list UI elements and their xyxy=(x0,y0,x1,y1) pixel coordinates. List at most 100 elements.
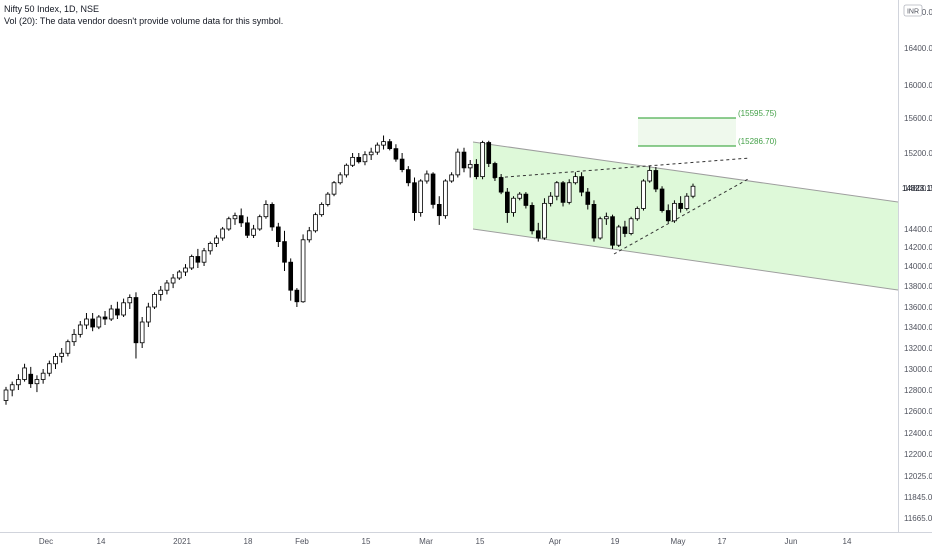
candle[interactable] xyxy=(90,313,95,332)
channel-lower-line[interactable] xyxy=(472,228,899,291)
candle[interactable] xyxy=(201,247,207,266)
candle[interactable] xyxy=(3,386,9,405)
triangle-support-line[interactable] xyxy=(613,177,751,255)
candle[interactable] xyxy=(306,226,312,243)
candle[interactable] xyxy=(238,208,244,227)
candle[interactable] xyxy=(560,181,566,207)
candle[interactable] xyxy=(47,360,52,377)
candle[interactable] xyxy=(678,196,683,213)
candle[interactable] xyxy=(517,192,523,201)
candle[interactable] xyxy=(319,202,324,217)
candle[interactable] xyxy=(356,153,362,164)
candle[interactable] xyxy=(269,202,275,231)
candle[interactable] xyxy=(40,369,46,384)
candle[interactable] xyxy=(368,147,374,160)
candle[interactable] xyxy=(548,192,553,207)
candle[interactable] xyxy=(282,230,287,271)
candle[interactable] xyxy=(121,298,126,317)
candle[interactable] xyxy=(53,353,58,369)
candle[interactable] xyxy=(430,172,436,209)
candle[interactable] xyxy=(195,248,201,268)
candle[interactable] xyxy=(115,301,120,319)
candle[interactable] xyxy=(399,153,405,173)
candle[interactable] xyxy=(170,274,176,289)
candle[interactable] xyxy=(350,153,355,167)
candle[interactable] xyxy=(276,222,281,247)
candle[interactable] xyxy=(610,214,615,249)
candle[interactable] xyxy=(641,179,646,211)
candle[interactable] xyxy=(344,163,349,178)
candle[interactable] xyxy=(313,212,318,233)
candle[interactable] xyxy=(573,172,578,185)
currency-badge[interactable] xyxy=(903,4,923,17)
candle[interactable] xyxy=(183,264,188,276)
candle[interactable] xyxy=(480,140,485,180)
candle[interactable] xyxy=(232,212,238,225)
candle[interactable] xyxy=(622,220,628,238)
candle[interactable] xyxy=(387,139,393,151)
candle[interactable] xyxy=(579,172,584,197)
candle[interactable] xyxy=(492,161,498,181)
candle[interactable] xyxy=(226,216,232,231)
candle[interactable] xyxy=(294,288,300,307)
candle[interactable] xyxy=(634,206,640,221)
candle[interactable] xyxy=(263,200,269,219)
candle[interactable] xyxy=(28,366,34,388)
candle[interactable] xyxy=(604,212,609,225)
candle[interactable] xyxy=(443,179,448,219)
candle[interactable] xyxy=(672,200,677,223)
candle[interactable] xyxy=(245,216,250,238)
candle[interactable] xyxy=(523,192,529,209)
candle[interactable] xyxy=(381,135,386,150)
time-axis[interactable]: Dec 14 2021 18 Feb 15 Mar 15 Apr 19 May 17 Jun 14 xyxy=(39,537,852,546)
candle[interactable] xyxy=(96,315,102,330)
candle[interactable] xyxy=(659,186,665,213)
candle[interactable] xyxy=(164,280,170,295)
candle[interactable] xyxy=(436,196,442,225)
candle[interactable] xyxy=(535,222,541,242)
candle[interactable] xyxy=(288,258,294,301)
candle[interactable] xyxy=(77,321,83,338)
candle[interactable] xyxy=(102,311,108,325)
candle[interactable] xyxy=(158,286,164,301)
candle[interactable] xyxy=(300,234,306,303)
candle[interactable] xyxy=(133,292,139,359)
candle[interactable] xyxy=(325,192,331,207)
triangle-resistance-line[interactable] xyxy=(492,157,751,179)
candle[interactable] xyxy=(412,177,417,221)
candle[interactable] xyxy=(684,193,690,211)
candle[interactable] xyxy=(665,204,671,223)
candle[interactable] xyxy=(139,317,145,348)
candle[interactable] xyxy=(554,181,560,201)
candle[interactable] xyxy=(362,151,368,166)
candle[interactable] xyxy=(337,172,343,185)
candle[interactable] xyxy=(647,166,652,183)
candle[interactable] xyxy=(467,160,473,178)
candle[interactable] xyxy=(59,348,65,363)
candle[interactable] xyxy=(16,374,21,390)
candle[interactable] xyxy=(214,235,219,247)
candle[interactable] xyxy=(461,147,467,173)
candle[interactable] xyxy=(498,174,504,195)
candle[interactable] xyxy=(405,166,411,187)
candle[interactable] xyxy=(189,254,194,270)
candle[interactable] xyxy=(22,363,27,382)
candle[interactable] xyxy=(152,292,157,309)
candle[interactable] xyxy=(449,172,454,183)
candle[interactable] xyxy=(616,224,622,247)
candle[interactable] xyxy=(455,148,461,178)
candle[interactable] xyxy=(486,140,492,167)
candle[interactable] xyxy=(474,159,479,180)
candle[interactable] xyxy=(424,170,430,184)
candle[interactable] xyxy=(585,188,591,210)
candle[interactable] xyxy=(505,188,510,223)
candle[interactable] xyxy=(542,198,547,240)
candle[interactable] xyxy=(34,375,40,393)
candle[interactable] xyxy=(393,144,399,162)
candle[interactable] xyxy=(146,302,151,327)
candle[interactable] xyxy=(207,241,213,255)
candle[interactable] xyxy=(9,381,15,397)
candle[interactable] xyxy=(375,142,380,155)
candle[interactable] xyxy=(597,216,603,240)
